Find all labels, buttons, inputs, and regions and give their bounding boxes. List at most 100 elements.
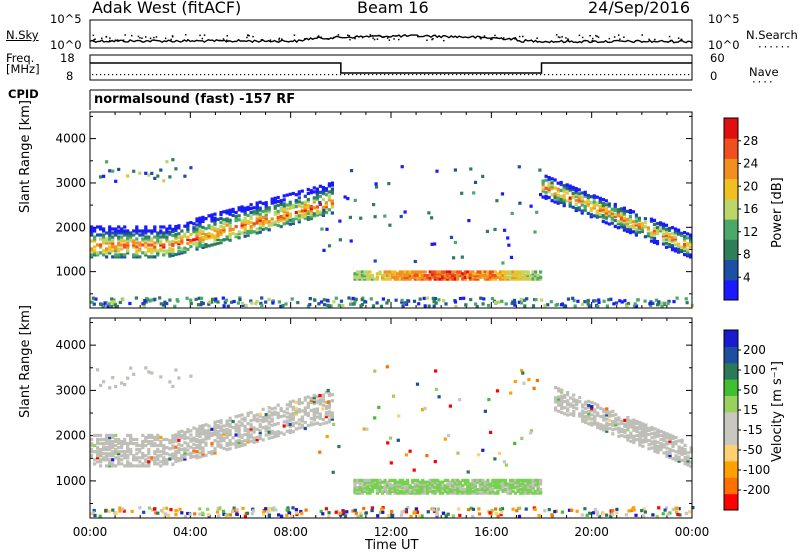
velocity-cell — [108, 458, 112, 462]
velocity-cell — [111, 452, 115, 456]
power-cell — [493, 227, 497, 232]
velocity-cell — [596, 403, 600, 407]
power-cell — [216, 227, 220, 231]
power-cell — [219, 233, 223, 237]
power-cell — [165, 229, 169, 233]
power-cell — [327, 190, 331, 194]
velocity-cell — [683, 456, 687, 460]
power-cell — [616, 208, 620, 212]
freq-panel-frame — [89, 54, 693, 81]
power-cell — [683, 237, 687, 241]
velocity-cell — [674, 440, 678, 444]
power-cell — [521, 275, 525, 279]
velocity-cell — [144, 435, 148, 439]
velocity-cell — [674, 436, 678, 440]
velocity-cell — [488, 482, 492, 486]
velocity-cell — [255, 439, 259, 444]
power-cell — [90, 247, 94, 251]
velocity-cell — [129, 433, 133, 437]
power-cell — [661, 228, 666, 232]
power-cell — [423, 304, 427, 308]
velocity-cell — [508, 491, 513, 495]
power-cell — [448, 277, 452, 281]
power-cell — [141, 231, 145, 235]
power-cell — [562, 194, 566, 198]
power-cell — [270, 201, 274, 205]
velocity-cell — [225, 448, 229, 452]
power-cell — [475, 304, 479, 309]
velocity-cell — [566, 407, 570, 411]
velocity-cell — [198, 512, 202, 516]
power-cell — [518, 277, 523, 281]
velocity-cell — [401, 480, 405, 484]
velocity-cell — [114, 439, 118, 444]
velocity-cell — [596, 421, 600, 426]
velocity-cell — [135, 441, 139, 446]
power-cell — [135, 227, 139, 231]
velocity-cell — [303, 408, 307, 412]
velocity-cell — [252, 438, 256, 442]
power-cell — [198, 218, 202, 222]
velocity-cell — [186, 511, 190, 516]
nsearch-point — [536, 37, 538, 39]
velocity-cell — [150, 458, 154, 462]
velocity-cell — [498, 487, 503, 492]
velocity-cell — [246, 434, 250, 438]
power-cell — [518, 201, 522, 205]
velocity-cell — [426, 486, 430, 490]
velocity-cell — [153, 435, 157, 439]
power-cell — [519, 301, 524, 305]
velocity-cell — [171, 438, 175, 442]
power-cell — [222, 228, 226, 232]
velocity-cell — [611, 424, 615, 428]
velocity-cell — [114, 448, 118, 452]
nave-point — [556, 74, 558, 76]
power-cell — [476, 270, 480, 274]
power-cell — [165, 227, 169, 231]
velocity-cell — [386, 486, 390, 490]
velocity-cell — [466, 487, 470, 492]
power-cell — [401, 304, 405, 308]
power-cell — [321, 211, 325, 215]
velocity-cell — [315, 409, 319, 413]
velocity-cell — [360, 486, 365, 490]
velocity-cell — [398, 491, 402, 495]
power-cell — [610, 209, 614, 213]
velocity-cell — [327, 404, 331, 408]
power-cell — [341, 303, 345, 308]
power-cell — [646, 234, 651, 238]
velocity-cell — [195, 433, 199, 437]
velocity-cell — [207, 450, 211, 455]
velocity-cell — [408, 489, 412, 493]
power-cell — [464, 303, 468, 307]
power-cell — [634, 233, 638, 237]
velocity-cell — [668, 455, 672, 460]
velocity-cell — [219, 427, 223, 431]
velocity-cell — [623, 418, 627, 422]
velocity-cell — [534, 482, 538, 486]
velocity-cell — [321, 407, 325, 411]
velocity-cell — [150, 435, 154, 439]
power-cell — [183, 232, 187, 236]
power-cell — [667, 242, 672, 247]
velocity-cell — [560, 400, 564, 404]
power-cell — [279, 203, 283, 207]
velocity-cell — [420, 408, 425, 412]
power-cell — [198, 240, 202, 244]
power-cell — [403, 270, 407, 274]
power-cell — [373, 259, 377, 263]
power-cell — [250, 301, 254, 305]
nsearch-point — [491, 38, 493, 40]
velocity-cell — [198, 445, 202, 449]
power-cell — [120, 253, 124, 257]
velocity-cbar-segment — [724, 395, 738, 413]
velocity-cell — [252, 418, 256, 422]
velocity-cell — [596, 513, 600, 517]
velocity-cell — [381, 480, 385, 484]
velocity-cell — [129, 439, 133, 444]
power-cell — [616, 210, 620, 214]
nave-dots: ···· — [752, 75, 775, 89]
velocity-cell — [365, 487, 370, 492]
power-cell — [622, 218, 626, 222]
power-cell — [135, 241, 139, 245]
